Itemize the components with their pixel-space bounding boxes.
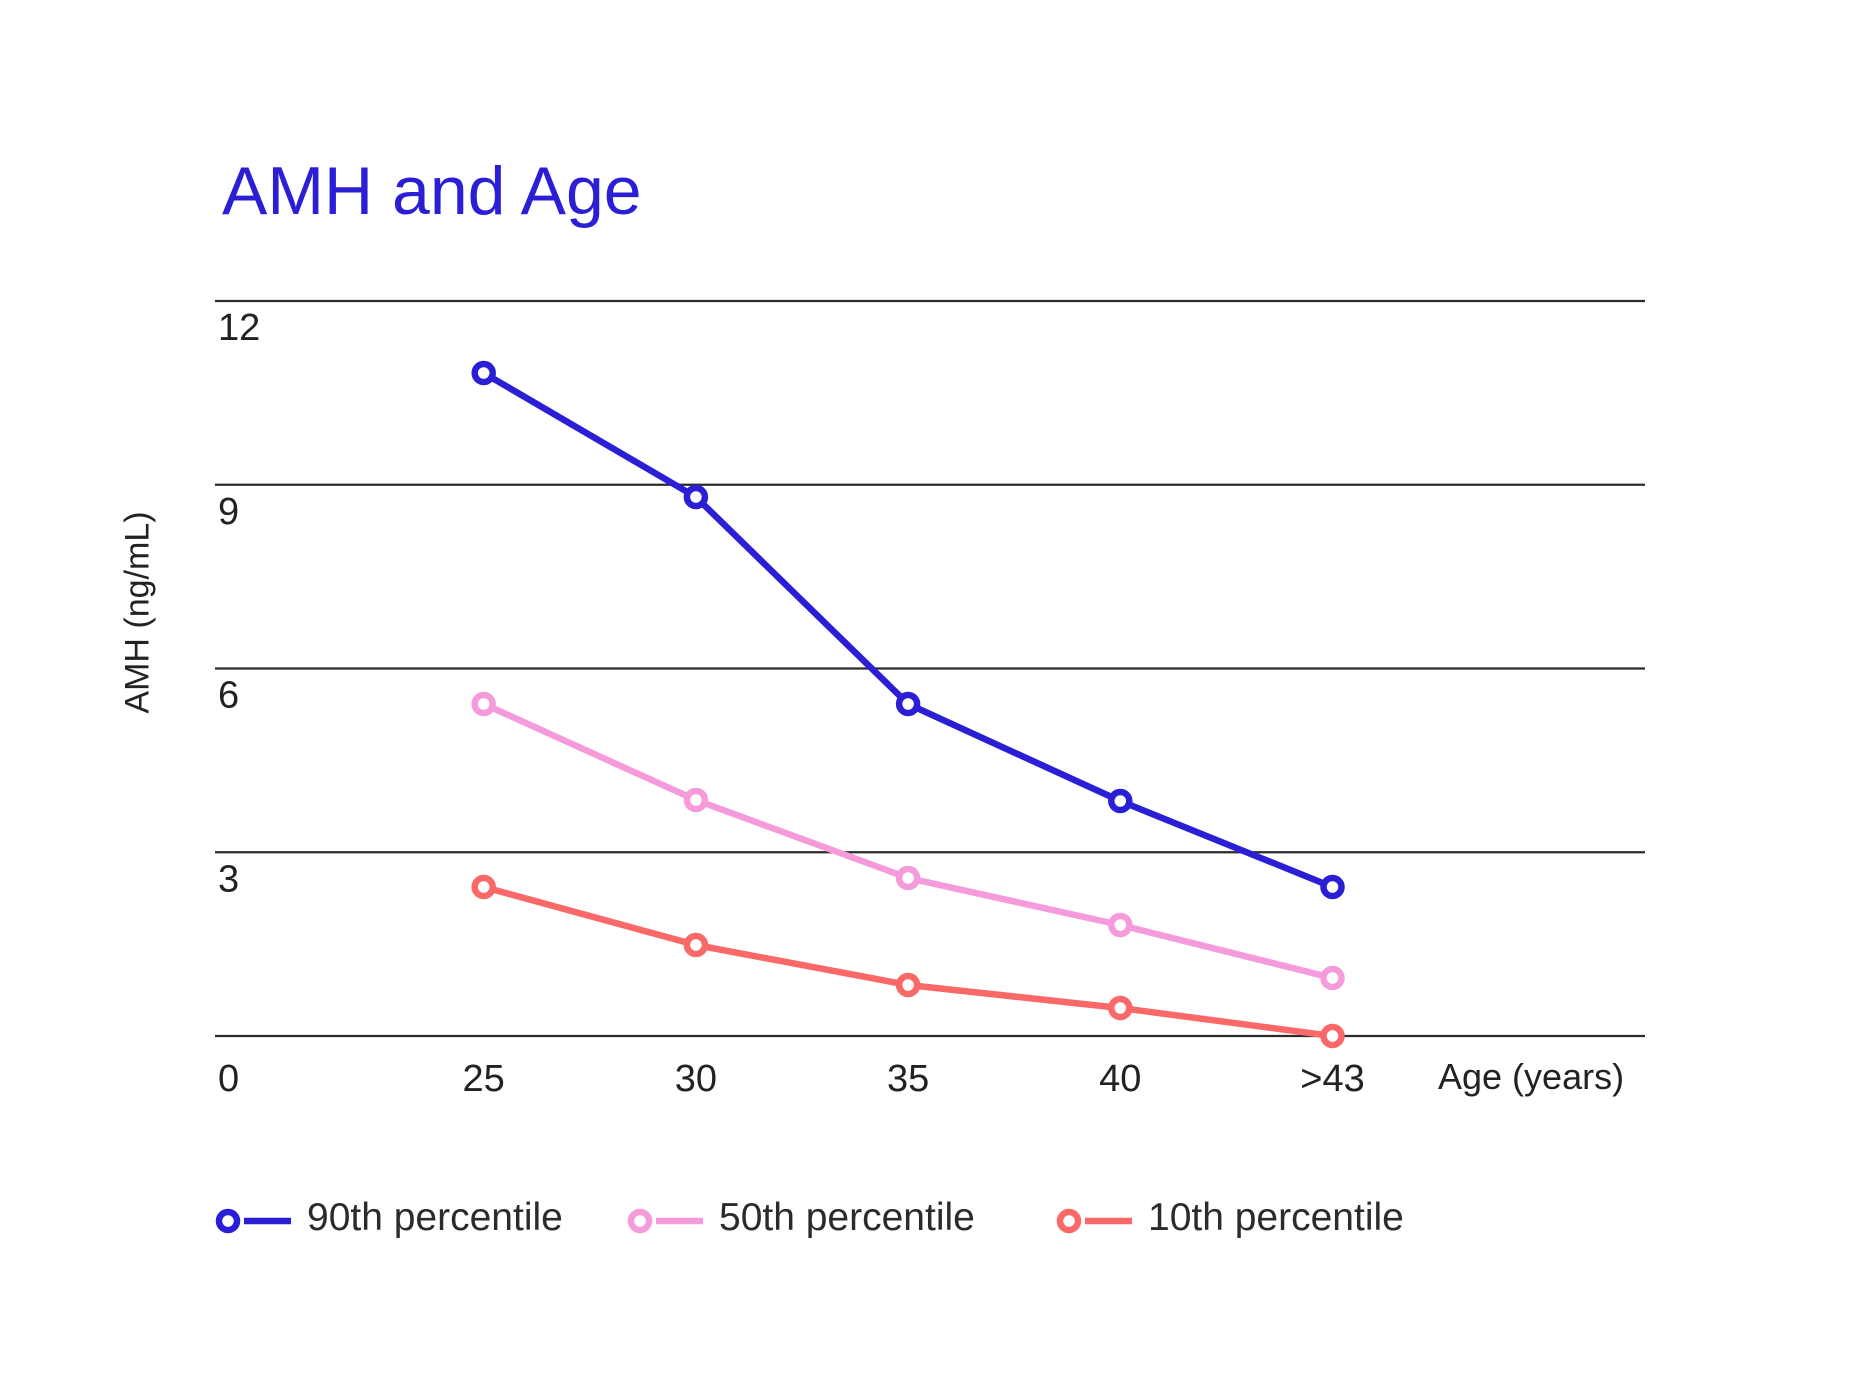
svg-text:3: 3 — [218, 858, 239, 900]
svg-text:Age (years): Age (years) — [1438, 1056, 1624, 1097]
svg-text:>43: >43 — [1300, 1058, 1364, 1100]
svg-text:40: 40 — [1099, 1058, 1141, 1100]
svg-text:12: 12 — [218, 307, 260, 349]
svg-text:10th percentile: 10th percentile — [1148, 1196, 1404, 1239]
svg-text:6: 6 — [218, 675, 239, 717]
svg-text:90th percentile: 90th percentile — [307, 1196, 563, 1239]
svg-text:25: 25 — [463, 1058, 505, 1100]
svg-text:35: 35 — [887, 1058, 929, 1100]
svg-text:50th percentile: 50th percentile — [719, 1196, 975, 1239]
svg-text:0: 0 — [218, 1058, 239, 1100]
svg-text:30: 30 — [675, 1058, 717, 1100]
svg-text:9: 9 — [218, 491, 239, 533]
